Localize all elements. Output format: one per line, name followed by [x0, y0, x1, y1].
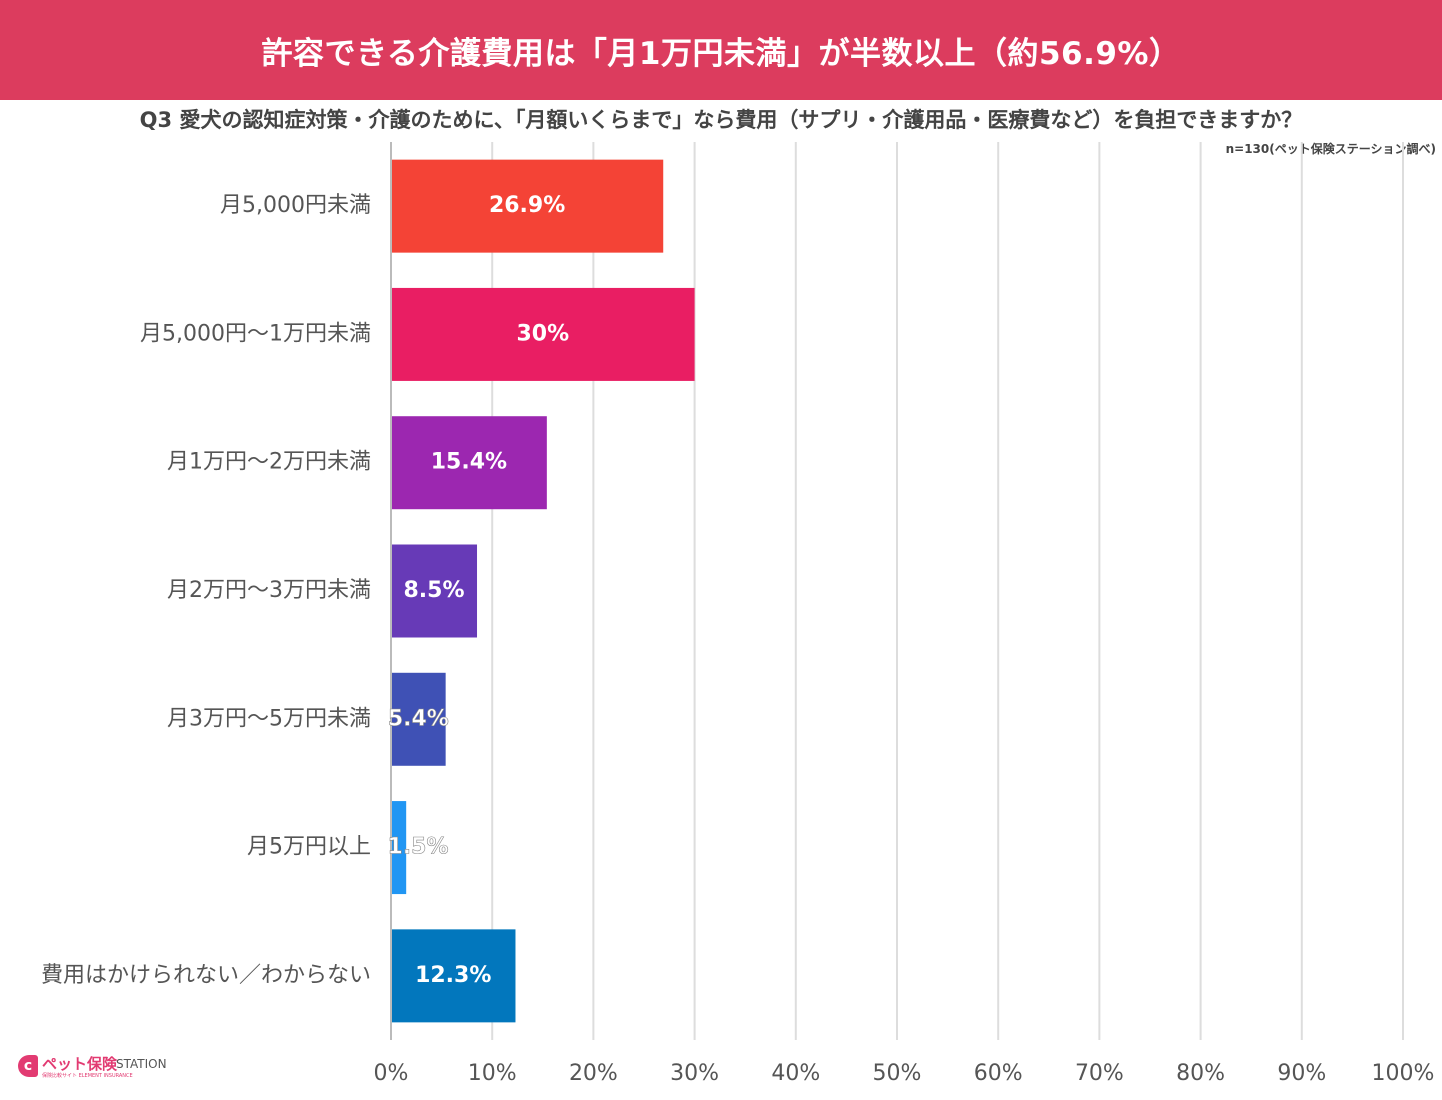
logo-mark-icon: c	[18, 1055, 38, 1077]
category-label: 月1万円〜2万円未満	[167, 450, 371, 475]
x-tick-label: 30%	[670, 1061, 719, 1086]
data-label: 1.5%	[387, 835, 448, 860]
category-label: 費用はかけられない／わからない	[41, 963, 371, 988]
bar	[392, 544, 478, 638]
chart-title: 許容できる介護費用は「月1万円未満」が半数以上（約56.9%）	[261, 35, 1181, 72]
x-tick-label: 0%	[374, 1061, 409, 1086]
category-label: 月2万円〜3万円未満	[167, 578, 371, 603]
data-label: 30%	[516, 321, 569, 346]
brand-logo: c ペット保険 STATION 保険比較サイト ELEMENT INSURANC…	[18, 1053, 188, 1083]
sample-note: n=130(ペット保険ステーション調べ)	[1225, 142, 1436, 156]
logo-sub-text: 保険比較サイト ELEMENT INSURANCE	[42, 1073, 133, 1079]
x-tick-label: 80%	[1176, 1061, 1225, 1086]
x-tick-label: 40%	[771, 1061, 820, 1086]
x-tick-label: 60%	[974, 1061, 1023, 1086]
x-tick-label: 50%	[873, 1061, 922, 1086]
data-label: 8.5%	[404, 578, 465, 603]
bar	[392, 416, 547, 510]
x-tick-label: 90%	[1277, 1061, 1326, 1086]
data-label: 12.3%	[415, 963, 491, 988]
data-label: 15.4%	[431, 450, 507, 475]
logo-main-text: ペット保険	[42, 1055, 118, 1073]
bar	[392, 159, 664, 253]
logo-station-text: STATION	[116, 1057, 167, 1071]
question-text: Q3 愛犬の認知症対策・介護のために、「月額いくらまで」なら費用（サプリ・介護用…	[139, 108, 1303, 132]
category-label: 月5万円以上	[247, 835, 371, 860]
bar	[392, 672, 446, 766]
category-label: 月5,000円〜1万円未満	[140, 321, 371, 346]
category-label: 月3万円〜5万円未満	[167, 706, 371, 731]
x-tick-label: 70%	[1075, 1061, 1124, 1086]
category-label: 月5,000円未満	[220, 193, 371, 218]
x-tick-label: 100%	[1372, 1061, 1435, 1086]
bar	[392, 929, 516, 1023]
bar	[392, 801, 407, 895]
title-banner: 許容できる介護費用は「月1万円未満」が半数以上（約56.9%）	[0, 0, 1442, 100]
data-label: 5.4%	[388, 706, 449, 731]
x-tick-label: 10%	[468, 1061, 517, 1086]
bar	[392, 287, 695, 381]
x-tick-label: 20%	[569, 1061, 618, 1086]
data-label: 26.9%	[489, 193, 565, 218]
